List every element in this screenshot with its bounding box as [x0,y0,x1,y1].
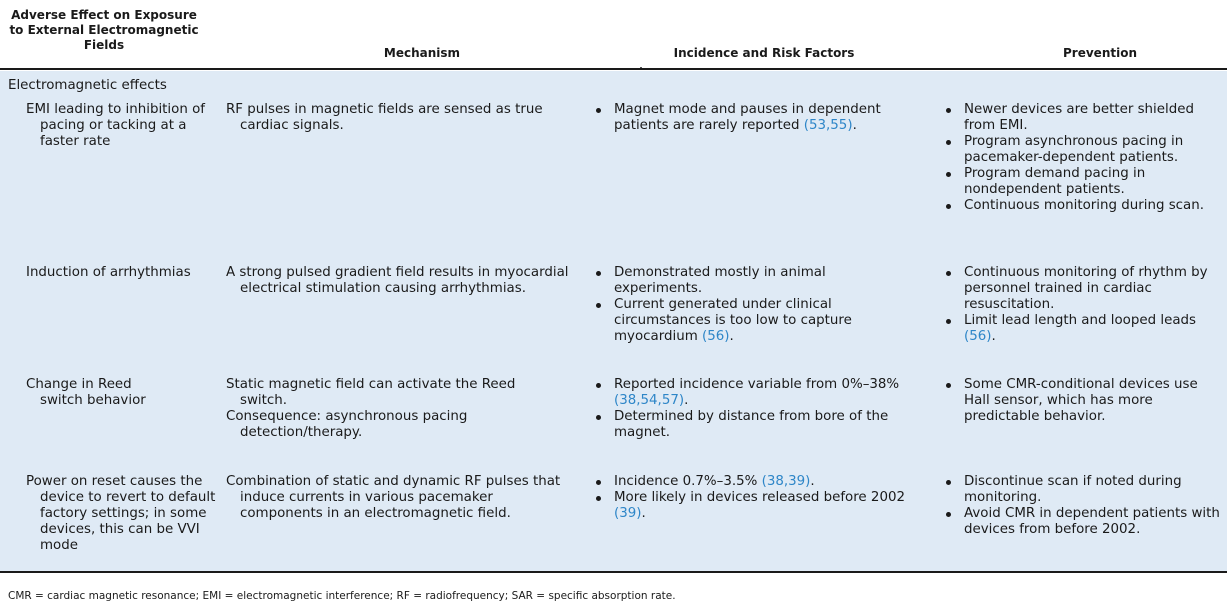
effect-text: Induction of arrhythmias [26,265,191,280]
citation-link[interactable]: (38,39) [761,474,811,489]
citation-link[interactable]: (56) [964,329,992,344]
prevention-cell-1: Continuous monitoring of rhythm by perso… [942,265,1220,345]
header-incidence: Incidence and Risk Factors [673,46,855,60]
table-top-rule [0,68,1227,70]
list-item: Current generated under clinical circums… [592,297,912,345]
effect-cell-0: EMI leading to inhibition of pacing or t… [26,102,210,150]
prevention-list: Discontinue scan if noted during monitor… [942,474,1220,538]
prevention-list: Some CMR-conditional devices use Hall se… [942,377,1220,425]
effect-text: Power on reset causes the device to reve… [26,474,216,553]
header-adverse-effect: Adverse Effect on Exposure to External E… [9,8,199,52]
prevention-cell-3: Discontinue scan if noted during monitor… [942,474,1220,538]
mechanism-text: Combination of static and dynamic RF pul… [226,474,561,521]
table-body-background [0,71,1227,571]
incidence-list: Incidence 0.7%–3.5% (38,39). More likely… [592,474,912,522]
header-mechanism: Mechanism [383,46,461,60]
list-item: Incidence 0.7%–3.5% (38,39). [592,474,912,490]
incidence-list: Reported incidence variable from 0%–38% … [592,377,912,441]
list-item: Limit lead length and looped leads (56). [942,313,1220,345]
list-item: Newer devices are better shielded from E… [942,102,1220,134]
prevention-list: Newer devices are better shielded from E… [942,102,1220,214]
list-item: Program demand pacing in nondependent pa… [942,166,1220,198]
incidence-list: Demonstrated mostly in animal experiment… [592,265,912,345]
citation-link[interactable]: (53,55) [803,118,853,133]
citation-link[interactable]: (56) [702,329,730,344]
prevention-cell-0: Newer devices are better shielded from E… [942,102,1220,214]
table-footnote: CMR = cardiac magnetic resonance; EMI = … [8,590,676,602]
effect-cell-3: Power on reset causes the device to reve… [26,474,216,554]
section-label: Electromagnetic effects [8,78,167,93]
effect-text: Change in Reed switch behavior [26,377,146,408]
list-item: Discontinue scan if noted during monitor… [942,474,1220,506]
list-item: Determined by distance from bore of the … [592,409,912,441]
list-item: Magnet mode and pauses in dependent pati… [592,102,912,134]
citation-link[interactable]: (39) [614,506,642,521]
incidence-cell-2: Reported incidence variable from 0%–38% … [592,377,912,441]
incidence-cell-3: Incidence 0.7%–3.5% (38,39). More likely… [592,474,912,522]
mechanism-text: RF pulses in magnetic fields are sensed … [226,102,543,133]
effect-cell-2: Change in Reed switch behavior [26,377,176,409]
mechanism-cell-0: RF pulses in magnetic fields are sensed … [226,102,578,134]
mechanism-text: A strong pulsed gradient field results i… [226,265,569,296]
list-item: Avoid CMR in dependent patients with dev… [942,506,1220,538]
mechanism-text: Static magnetic field can activate the R… [226,377,516,408]
citation-link[interactable]: (38,54,57) [614,393,685,408]
incidence-cell-1: Demonstrated mostly in animal experiment… [592,265,912,345]
list-item: Reported incidence variable from 0%–38% … [592,377,912,409]
mechanism-text: Consequence: asynchronous pacing detecti… [226,409,468,440]
prevention-list: Continuous monitoring of rhythm by perso… [942,265,1220,345]
effect-text: EMI leading to inhibition of pacing or t… [26,102,205,149]
header-prevention: Prevention [1063,46,1137,60]
incidence-cell-0: Magnet mode and pauses in dependent pati… [592,102,912,134]
mechanism-cell-1: A strong pulsed gradient field results i… [226,265,578,297]
list-item: Some CMR-conditional devices use Hall se… [942,377,1220,425]
list-item: More likely in devices released before 2… [592,490,912,522]
list-item: Continuous monitoring of rhythm by perso… [942,265,1220,313]
effect-cell-1: Induction of arrhythmias [26,265,216,281]
mechanism-cell-2: Static magnetic field can activate the R… [226,377,566,441]
stray-dot [640,67,642,68]
list-item: Demonstrated mostly in animal experiment… [592,265,912,297]
mechanism-cell-3: Combination of static and dynamic RF pul… [226,474,578,522]
prevention-cell-2: Some CMR-conditional devices use Hall se… [942,377,1220,425]
incidence-list: Magnet mode and pauses in dependent pati… [592,102,912,134]
list-item: Continuous monitoring during scan. [942,198,1220,214]
list-item: Program asynchronous pacing in pacemaker… [942,134,1220,166]
table-bottom-rule [0,571,1227,573]
